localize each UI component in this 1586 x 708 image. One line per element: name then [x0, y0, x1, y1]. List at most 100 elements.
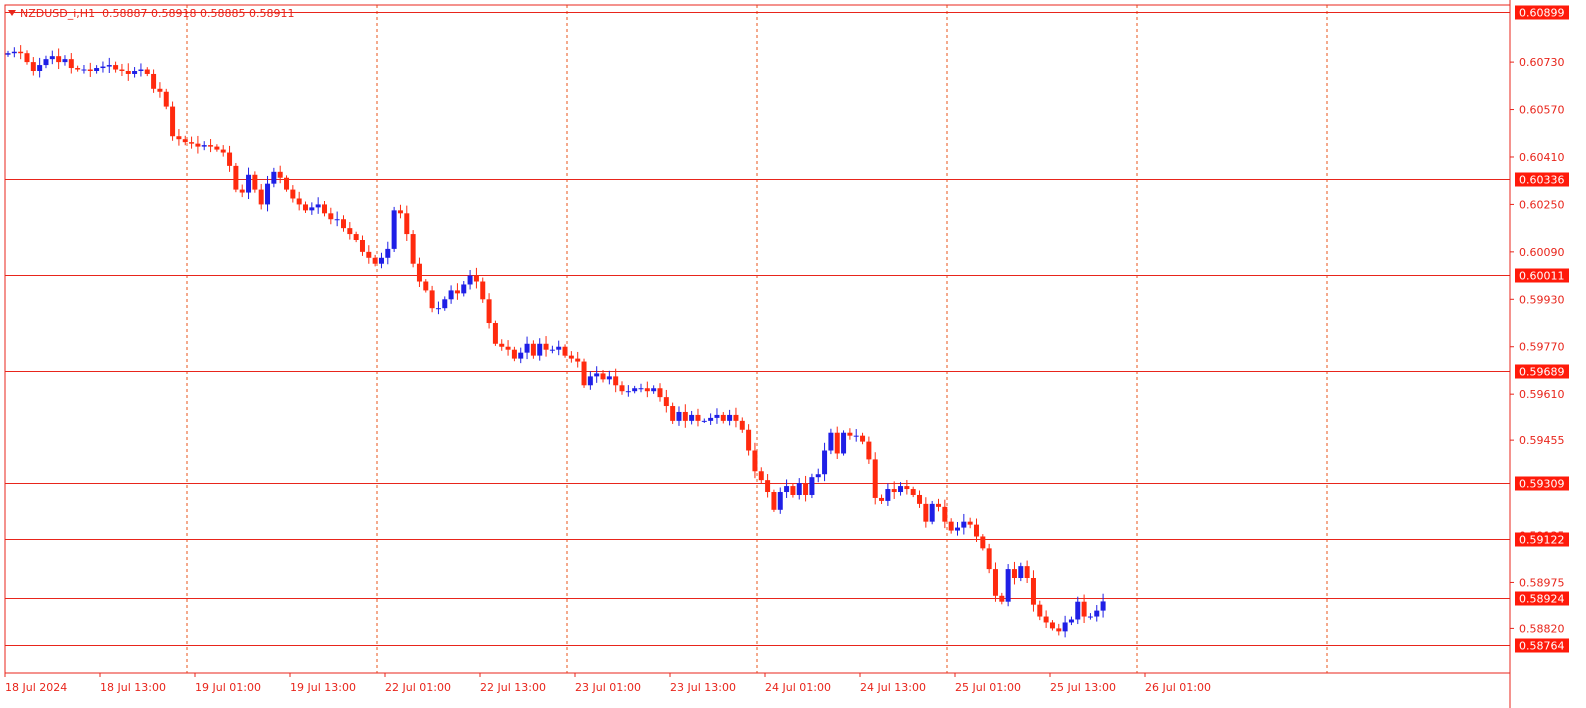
candle[interactable] — [492, 320, 498, 346]
candle[interactable] — [125, 63, 131, 81]
candle[interactable] — [980, 534, 986, 551]
candle[interactable] — [385, 241, 391, 265]
candle[interactable] — [765, 474, 771, 498]
candle[interactable] — [632, 385, 638, 394]
candle[interactable] — [701, 418, 707, 423]
candle[interactable] — [1100, 593, 1106, 618]
candle[interactable] — [340, 215, 346, 232]
candle[interactable] — [81, 65, 87, 74]
candle[interactable] — [151, 69, 157, 93]
candle[interactable] — [56, 48, 62, 70]
candle[interactable] — [727, 409, 733, 426]
candle[interactable] — [676, 406, 682, 426]
candle[interactable] — [929, 500, 935, 525]
candle[interactable] — [860, 432, 866, 445]
candle[interactable] — [30, 57, 36, 76]
candle[interactable] — [1043, 610, 1049, 628]
candle[interactable] — [587, 371, 593, 390]
candle[interactable] — [1062, 615, 1068, 638]
candle[interactable] — [227, 145, 233, 172]
candle[interactable] — [524, 336, 530, 360]
candle[interactable] — [1030, 570, 1036, 612]
candle[interactable] — [176, 129, 182, 146]
candle[interactable] — [505, 340, 511, 356]
candle[interactable] — [214, 144, 220, 152]
candle[interactable] — [917, 490, 923, 508]
candle[interactable] — [600, 369, 606, 383]
candle[interactable] — [815, 468, 821, 483]
candle[interactable] — [68, 53, 74, 74]
candle[interactable] — [1049, 620, 1055, 631]
candle[interactable] — [290, 185, 296, 203]
candle[interactable] — [771, 489, 777, 512]
candle[interactable] — [277, 165, 283, 184]
candle[interactable] — [429, 285, 435, 313]
candle[interactable] — [49, 50, 55, 65]
time-axis[interactable]: 18 Jul 2024 18 Jul 13:00 19 Jul 01:00 19 Ju… — [4, 673, 1211, 694]
candle[interactable] — [1081, 594, 1087, 623]
candle[interactable] — [923, 497, 929, 528]
candle[interactable] — [100, 61, 106, 73]
candle[interactable] — [695, 408, 701, 427]
candle[interactable] — [796, 478, 802, 500]
candle[interactable] — [461, 281, 467, 297]
candle[interactable] — [391, 206, 397, 252]
candle[interactable] — [606, 370, 612, 385]
candle[interactable] — [961, 513, 967, 535]
candle[interactable] — [303, 201, 309, 213]
candle[interactable] — [594, 366, 600, 383]
candle[interactable] — [1068, 616, 1074, 626]
candle[interactable] — [562, 344, 568, 358]
candle[interactable] — [87, 62, 93, 77]
candle[interactable] — [486, 293, 492, 329]
candle[interactable] — [372, 254, 378, 267]
candle[interactable] — [397, 204, 403, 219]
candle[interactable] — [853, 429, 859, 442]
candle[interactable] — [1094, 605, 1100, 622]
candle[interactable] — [955, 522, 960, 536]
candle[interactable] — [106, 57, 112, 74]
candle[interactable] — [442, 296, 448, 311]
candle[interactable] — [473, 267, 479, 289]
candle[interactable] — [733, 407, 739, 428]
candle[interactable] — [480, 277, 486, 303]
dropdown-triangle-icon[interactable] — [8, 10, 16, 16]
candle[interactable] — [94, 65, 100, 74]
candle[interactable] — [144, 67, 150, 77]
candle[interactable] — [967, 517, 973, 529]
candle[interactable] — [315, 197, 321, 214]
candle[interactable] — [790, 483, 796, 498]
candle[interactable] — [651, 385, 657, 394]
candle[interactable] — [847, 428, 853, 440]
candle[interactable] — [182, 135, 188, 146]
candle[interactable] — [537, 338, 543, 361]
candle[interactable] — [138, 63, 144, 77]
candle[interactable] — [423, 279, 429, 293]
candle[interactable] — [581, 358, 587, 388]
candle[interactable] — [220, 145, 226, 157]
candle[interactable] — [62, 55, 68, 66]
candle[interactable] — [657, 383, 663, 402]
candle[interactable] — [948, 518, 954, 534]
candle[interactable] — [904, 479, 910, 495]
candle[interactable] — [239, 184, 245, 198]
candle[interactable] — [163, 88, 169, 110]
candle[interactable] — [708, 413, 714, 425]
candle[interactable] — [499, 339, 505, 351]
candle[interactable] — [777, 487, 783, 514]
candle[interactable] — [1018, 562, 1024, 582]
candle[interactable] — [511, 346, 517, 362]
candle[interactable] — [353, 231, 359, 243]
candle[interactable] — [809, 473, 815, 499]
candle[interactable] — [746, 424, 752, 456]
candle[interactable] — [752, 442, 758, 479]
candle[interactable] — [1024, 560, 1030, 584]
candle[interactable] — [828, 428, 834, 455]
candle[interactable] — [663, 389, 669, 413]
candle[interactable] — [891, 481, 897, 499]
candle[interactable] — [530, 340, 536, 359]
candle[interactable] — [296, 191, 302, 211]
candle[interactable] — [366, 245, 372, 264]
candle[interactable] — [448, 285, 454, 304]
